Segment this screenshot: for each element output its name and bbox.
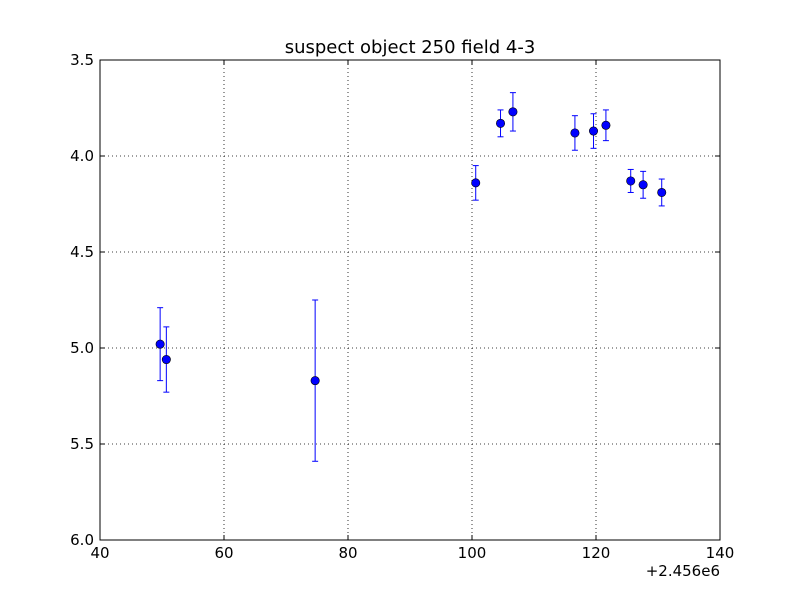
data-point [601,120,611,130]
data-point [589,126,599,136]
y-tick-label: 6.0 [70,531,94,549]
data-point [626,176,636,186]
data-point-group [155,307,165,382]
data-point-group [508,92,518,132]
grid [100,60,720,540]
x-tick-label: 100 [458,544,487,562]
data-point-group [496,109,506,138]
x-tick-label: 40 [90,544,109,562]
x-tick-label: 140 [706,544,735,562]
data-point-group [310,299,320,462]
data-point-group [570,115,580,151]
y-tick-label: 3.5 [70,51,94,69]
data-point [471,178,481,188]
data-point-group [638,170,648,199]
data-point-group [657,178,667,207]
data-layer [155,92,667,462]
data-point-group [589,113,599,149]
y-tick-label: 5.5 [70,435,94,453]
x-tick-label: 60 [214,544,233,562]
axis-ticks: 40 60 80 100 120 140 3.5 4.0 4.5 5.0 5.5 6.0 [70,51,734,562]
data-point [570,128,580,138]
data-point-group [626,168,636,193]
data-point [496,118,506,128]
y-tick-label: 4.5 [70,243,94,261]
x-tick-label: 80 [338,544,357,562]
data-point [508,107,518,117]
data-point [638,180,648,190]
chart-title: suspect object 250 field 4-3 [285,37,536,58]
y-tick-label: 4.0 [70,147,94,165]
plot-frame [99,59,721,541]
y-tick-label: 5.0 [70,339,94,357]
data-point-group [161,326,171,393]
data-point [161,355,171,365]
data-point [657,187,667,197]
data-point [310,376,320,386]
data-point-group [471,165,481,201]
x-tick-label: 120 [582,544,611,562]
data-point [155,339,165,349]
x-axis-offset-label: +2.456e6 [646,562,720,580]
data-point-group [601,109,611,142]
